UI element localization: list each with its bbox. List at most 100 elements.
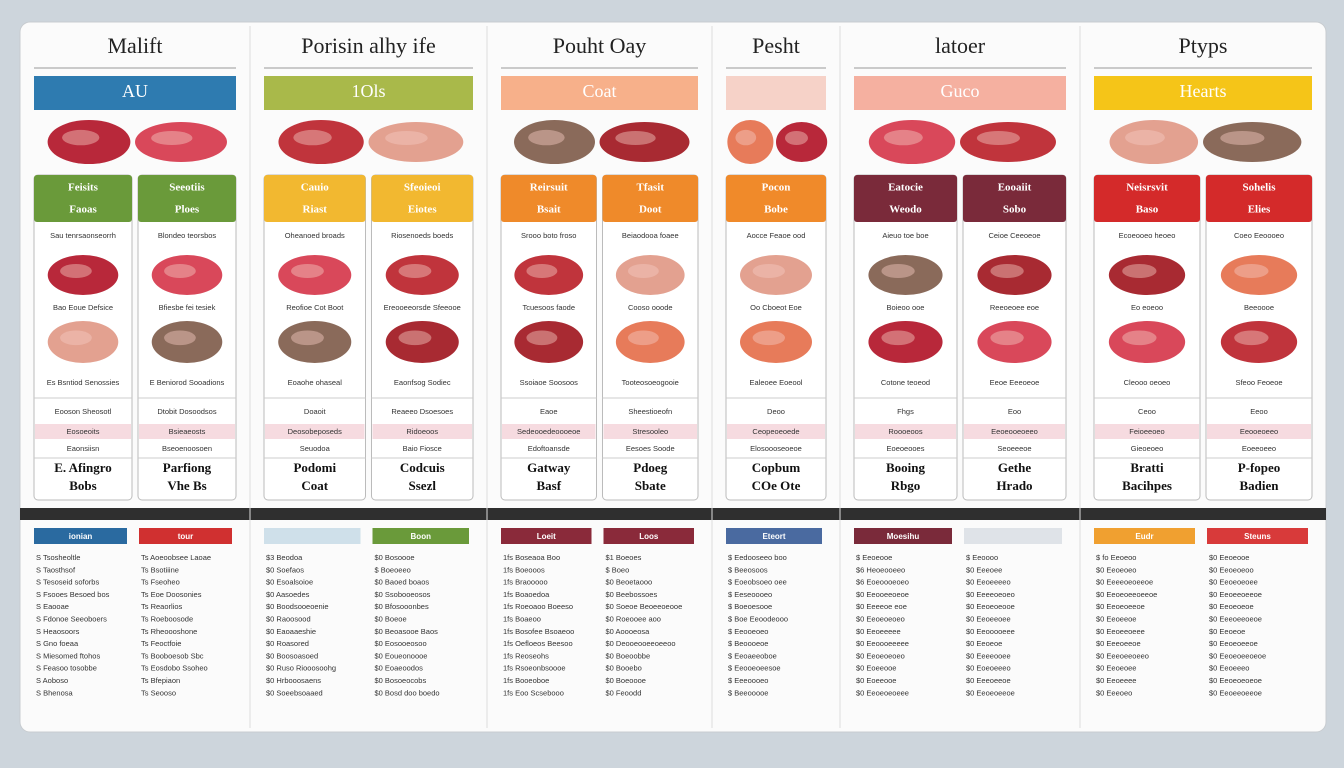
card-label: Codcuis	[400, 460, 445, 475]
meat-marbling	[1122, 330, 1157, 346]
card-heading: Neisrsvit	[1126, 182, 1168, 194]
list-item: $0 Beoasooe Baos	[375, 627, 439, 636]
list-item: 1fs Oefloeos Beesoo	[503, 639, 573, 648]
meat-marbling	[1234, 330, 1269, 346]
list-item: Ts Eosdobo Ssoheo	[141, 664, 208, 673]
meat-marbling	[164, 264, 196, 278]
list-header	[1094, 528, 1195, 544]
card-caption: Srooo boto froso	[521, 231, 576, 240]
list-item: $0 Eeeoeeoeeo	[1096, 651, 1149, 660]
meat-image	[514, 255, 584, 295]
card-heading: Cauio	[301, 182, 330, 194]
card-heading: Pocon	[762, 182, 791, 194]
card-row: Eesoes Soode	[626, 444, 675, 453]
list-item: $0 Eeoeoe	[1209, 627, 1245, 636]
list-item: Ts Aoeoobsee Laoae	[141, 553, 211, 562]
card-label: Basf	[536, 478, 561, 493]
meat-marbling	[752, 330, 785, 346]
meat-marbling	[881, 264, 915, 278]
meat-image	[135, 122, 227, 162]
card-caption: Ereooeeorsde Sfeeooe	[384, 303, 461, 312]
list-item: $0 Eeoeoeoee	[1209, 578, 1258, 587]
meat-marbling	[990, 330, 1024, 346]
list-item: S Taosthsof	[36, 565, 76, 574]
meat-image	[1108, 321, 1186, 363]
list-item: Ts Eoe Doosonies	[141, 590, 202, 599]
meat-marbling	[151, 131, 193, 145]
card-heading: Seeotiis	[169, 182, 205, 194]
panel-title: Porisin alhy ife	[301, 33, 435, 58]
card-strip	[372, 424, 472, 439]
card-strip	[1095, 424, 1199, 439]
list-item: $0 Eeoeoee	[1096, 664, 1136, 673]
meat-marbling	[752, 264, 785, 278]
list-item: $ Beoooeoe	[728, 639, 768, 648]
list-item: S Fsooes Besoed bos	[36, 590, 110, 599]
card-row: Eeoeooeoeeo	[991, 427, 1038, 436]
list-item: $0 Baoed boaos	[375, 578, 430, 587]
list-heading: Eteort	[762, 532, 785, 541]
meat-marbling	[1234, 264, 1269, 278]
list-item: $0 Roeooee aoo	[606, 614, 661, 623]
list-heading: Loeit	[537, 532, 556, 541]
card-strip	[265, 424, 365, 439]
meat-marbling	[60, 264, 92, 278]
card-row: Eooson Sheosotl	[55, 407, 112, 416]
banner	[854, 76, 1066, 110]
card-label: Gethe	[998, 460, 1031, 475]
list-item: Ts Reaorlios	[141, 602, 183, 611]
meat-image	[47, 255, 119, 295]
list-header	[603, 528, 694, 544]
list-header	[139, 528, 232, 544]
card-label: Copbum	[752, 460, 801, 475]
card-row: Eeoo	[1250, 407, 1268, 416]
card-heading: Eatocie	[888, 182, 923, 194]
card-row: Gieoeoeo	[1131, 444, 1164, 453]
card-row: Eeooeoeeo	[1240, 427, 1278, 436]
card-header	[264, 175, 366, 222]
card-caption: Ceioe Ceeoeoe	[988, 231, 1040, 240]
card-caption: Oheanoed broads	[285, 231, 345, 240]
card-subheading: Elies	[1248, 204, 1271, 216]
meat-marbling	[1220, 131, 1265, 145]
list-item: $0 Eeoeeeee	[856, 627, 901, 636]
card-subheading: Baso	[1136, 204, 1159, 216]
list-item: $ Beeooooe	[728, 688, 768, 697]
panel-title: Malift	[108, 33, 163, 58]
meat-image	[385, 255, 459, 295]
card-row: Eaoe	[540, 407, 558, 416]
list-item: $0 Boodsooeoenie	[266, 602, 329, 611]
list-heading: Moesihu	[887, 532, 920, 541]
meat-image	[1220, 255, 1298, 295]
list-item: $0 Eeoeoeoo	[1209, 565, 1254, 574]
banner	[501, 76, 698, 110]
card-caption: Blondeo teorsbos	[158, 231, 217, 240]
list-item: Ts Bsotiiine	[141, 565, 179, 574]
list-item: S Eaooae	[36, 602, 69, 611]
card-row: Sedeooedeoooeoe	[517, 427, 580, 436]
list-item: Ts Seooso	[141, 688, 176, 697]
card-strip	[603, 424, 697, 439]
meat-marbling	[62, 129, 100, 146]
list-item: $0 Eeoeeoee	[966, 614, 1011, 623]
card-header	[34, 175, 132, 222]
meat-image	[514, 120, 595, 164]
list-item: $0 Soeoe Beoeeoeooe	[606, 602, 683, 611]
meat-marbling	[60, 330, 92, 346]
card-label: Booing	[886, 460, 926, 475]
meat-marbling	[290, 330, 324, 346]
banner	[34, 76, 236, 110]
meat-image	[47, 321, 119, 363]
list-item: $0 Beoetaooo	[606, 578, 653, 587]
meat-image	[727, 120, 774, 164]
list-item: $0 Raoosood	[266, 614, 311, 623]
list-item: Ts Roeboosode	[141, 614, 193, 623]
card-header	[854, 175, 957, 222]
list-item: Ts Bfepiaon	[141, 676, 180, 685]
list-item: $ Eeoooo	[966, 553, 998, 562]
list-item: S Miesomed ftohos	[36, 651, 100, 660]
meat-image	[151, 321, 223, 363]
meat-image	[599, 122, 690, 162]
meat-image	[977, 321, 1052, 363]
card-label: E. Afingro	[54, 460, 112, 475]
